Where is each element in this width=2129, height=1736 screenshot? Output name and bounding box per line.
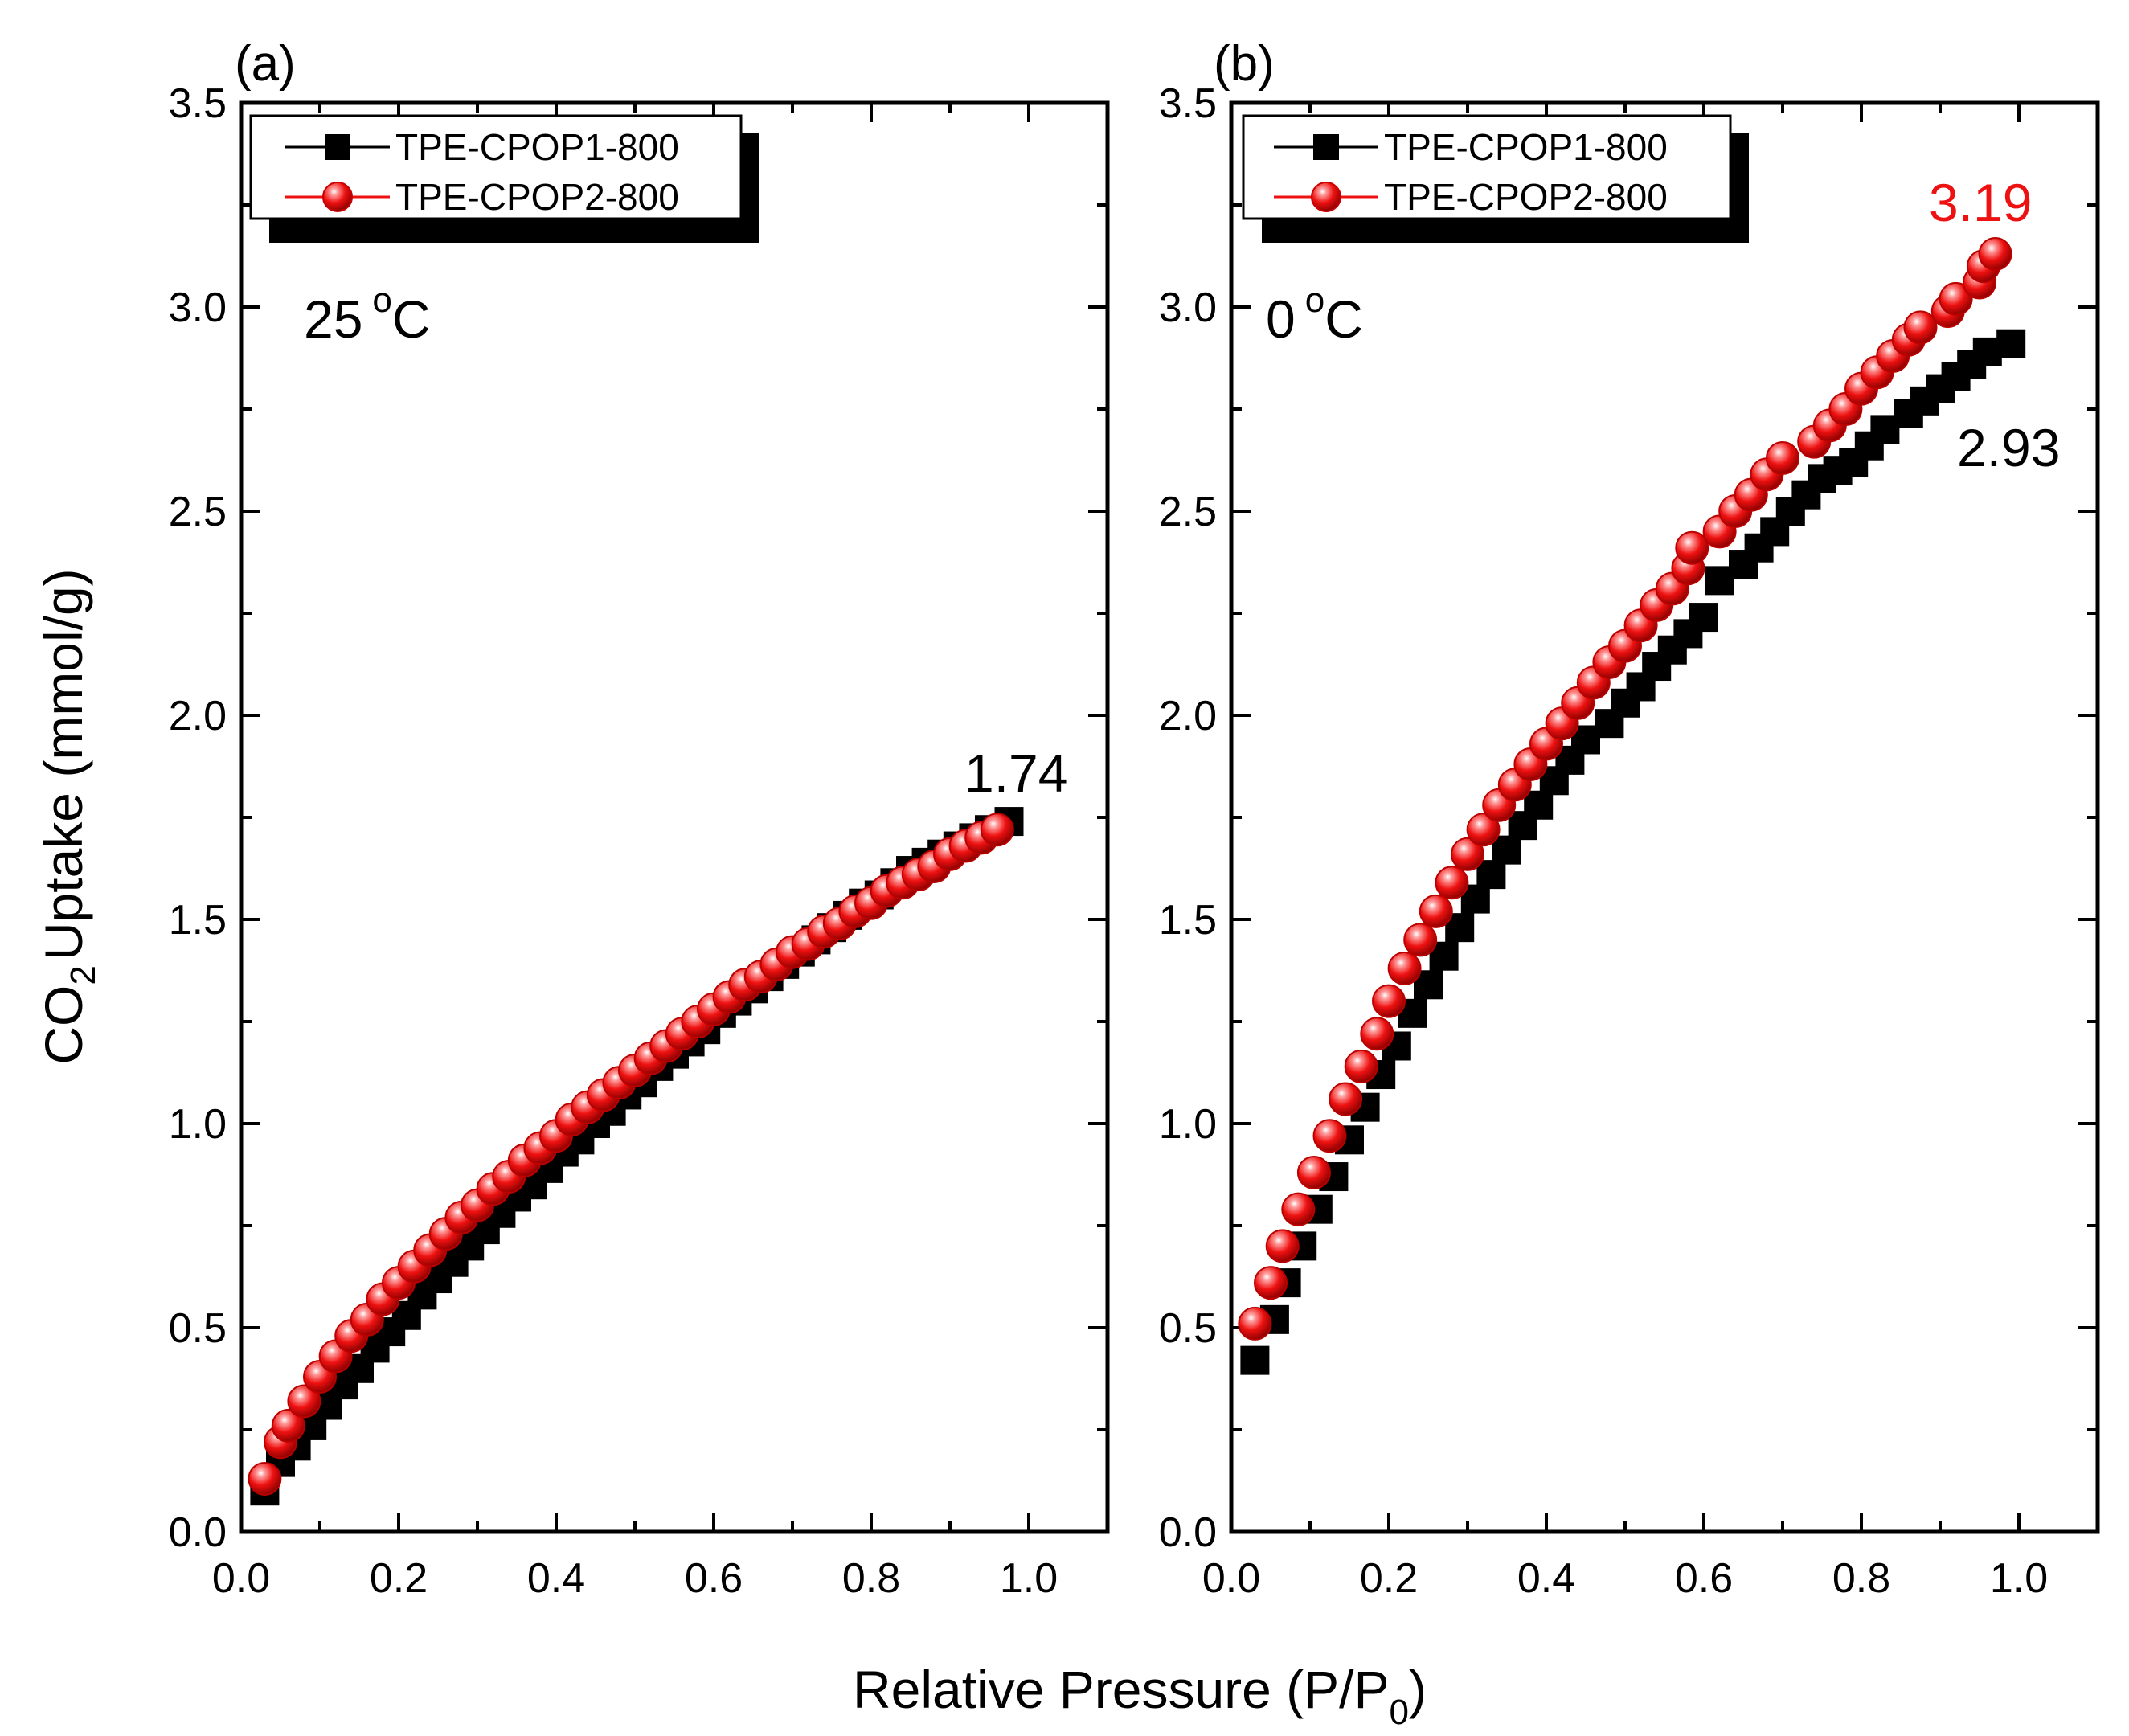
data-point-circle (1466, 813, 1501, 847)
panel-a-label: (a) (235, 36, 296, 92)
data-point-circle (1675, 530, 1709, 565)
y-tick-label: 0.5 (169, 1305, 227, 1352)
y-tick-label: 2.5 (169, 489, 227, 535)
data-point-square (1689, 603, 1718, 633)
data-point-square (1996, 329, 2026, 358)
panel-a-temp-value: 25 (304, 289, 362, 349)
data-point-square (1240, 1345, 1270, 1375)
data-point-circle (271, 1408, 305, 1443)
panel-a-annotation-1: 1.74 (964, 743, 1067, 803)
y-axis-title-main: CO (34, 985, 93, 1065)
data-point-circle (1903, 310, 1938, 345)
panel-b-annotation-1: 3.19 (1929, 173, 2032, 232)
panel-b-series-2 (1238, 236, 2012, 1341)
panel-b-ticks: 0.0 0.2 0.4 0.6 0.8 1.0 0.0 0.5 1.0 1.5 2.0 2.5 3.0 3… (1159, 80, 2099, 1602)
panel-a: 0.0 0.2 0.4 0.6 0.8 1.0 0.0 0.5 1.0 1.5 2.0 2.5 3.0 3… (169, 36, 1110, 1602)
y-tick-label: 2.0 (169, 693, 227, 739)
panel-b-series-1 (1240, 329, 2026, 1375)
y-axis-title: CO2 Uptake (mmol/g) (34, 568, 103, 1064)
y-axis-title-subscript: 2 (63, 965, 103, 985)
legend-marker-square (1313, 134, 1339, 160)
x-axis-title-main: Relative Pressure (P/P (853, 1660, 1390, 1719)
panel-a-series-2 (248, 813, 1014, 1496)
data-point-circle (1296, 1155, 1331, 1189)
x-tick-label: 0.4 (1517, 1555, 1575, 1602)
panel-b-temperature: 0 oC (1266, 280, 1363, 349)
panel-a-temp-degree: o (372, 280, 391, 320)
x-tick-label: 0.6 (685, 1555, 743, 1602)
panel-b-annotation-2: 2.93 (1957, 418, 2060, 477)
legend-marker-square (325, 134, 350, 160)
panel-b-label: (b) (1214, 36, 1275, 92)
x-tick-label: 0.8 (1832, 1555, 1890, 1602)
data-point-circle (1451, 837, 1484, 871)
x-tick-label: 0.6 (1675, 1555, 1733, 1602)
legend-marker-circle (322, 182, 353, 212)
data-point-circle (1387, 951, 1422, 985)
data-point-circle (1329, 1082, 1363, 1116)
legend-entry-1: TPE-CPOP1-800 (1384, 126, 1668, 168)
x-tick-label: 0.4 (527, 1555, 585, 1602)
y-axis-title-rest: Uptake (mmol/g) (34, 568, 93, 960)
data-point-circle (1265, 1229, 1300, 1263)
x-axis-title-subscript: 0 (1390, 1693, 1409, 1732)
panel-b-legend: TPE-CPOP1-800 TPE-CPOP2-800 (1242, 114, 1749, 243)
panel-b-temp-degree: o (1305, 280, 1324, 320)
data-point-circle (1939, 281, 1973, 316)
legend-entry-2: TPE-CPOP2-800 (1384, 176, 1668, 218)
y-tick-label: 3.0 (169, 285, 227, 331)
x-tick-label: 0.0 (212, 1555, 270, 1602)
y-tick-label: 3.0 (1159, 285, 1217, 331)
data-point-circle (1254, 1266, 1288, 1300)
x-tick-label: 0.2 (1360, 1555, 1418, 1602)
data-point-circle (980, 813, 1014, 847)
legend-entry-2: TPE-CPOP2-800 (395, 176, 679, 218)
y-tick-label: 1.0 (169, 1101, 227, 1148)
data-point-circle (1372, 984, 1406, 1018)
y-tick-label: 2.0 (1159, 693, 1217, 739)
legend-entry-1: TPE-CPOP1-800 (395, 126, 679, 168)
data-point-circle (1238, 1306, 1272, 1341)
panel-b-temp-unit: C (1324, 289, 1363, 349)
y-tick-label: 0.0 (169, 1509, 227, 1556)
data-point-square (1524, 790, 1554, 820)
data-point-circle (1766, 440, 1799, 475)
legend-marker-circle (1311, 182, 1341, 212)
x-tick-label: 0.2 (370, 1555, 428, 1602)
data-point-circle (1312, 1119, 1347, 1153)
y-tick-label: 1.5 (169, 897, 227, 944)
panel-a-ticks: 0.0 0.2 0.4 0.6 0.8 1.0 0.0 0.5 1.0 1.5 2.0 2.5 3.0 3… (169, 80, 1109, 1602)
data-point-circle (1360, 1017, 1394, 1051)
x-axis-title: Relative Pressure (P/P0) (853, 1660, 1427, 1732)
y-tick-label: 3.5 (1159, 80, 1217, 127)
y-tick-label: 2.5 (1159, 489, 1217, 535)
data-point-circle (1403, 923, 1438, 957)
y-tick-label: 3.5 (169, 80, 227, 127)
y-tick-label: 0.0 (1159, 1509, 1217, 1556)
data-point-square (1476, 860, 1506, 890)
panel-a-series-1 (250, 807, 1024, 1506)
data-point-circle (248, 1461, 282, 1496)
panel-b: 0.0 0.2 0.4 0.6 0.8 1.0 0.0 0.5 1.0 1.5 2.0 2.5 3.0 3… (1159, 36, 2100, 1602)
data-point-square (1492, 835, 1521, 865)
x-tick-label: 1.0 (1000, 1555, 1058, 1602)
x-tick-label: 1.0 (1990, 1555, 2048, 1602)
x-axis-title-close: ) (1409, 1660, 1427, 1719)
data-point-circle (1419, 894, 1453, 928)
y-tick-label: 1.5 (1159, 897, 1217, 944)
y-tick-label: 1.0 (1159, 1101, 1217, 1148)
x-tick-label: 0.8 (842, 1555, 900, 1602)
y-tick-label: 0.5 (1159, 1305, 1217, 1352)
data-point-circle (287, 1384, 321, 1419)
data-point-circle (1435, 866, 1469, 900)
x-tick-label: 0.0 (1202, 1555, 1260, 1602)
data-point-circle (1344, 1049, 1378, 1083)
data-point-circle (1281, 1192, 1316, 1226)
panel-b-temp-value: 0 (1266, 289, 1296, 349)
panel-a-legend: TPE-CPOP1-800 TPE-CPOP2-800 (249, 114, 759, 243)
panel-a-temperature: 25 oC (304, 280, 431, 349)
data-point-circle (1978, 236, 2012, 271)
panel-a-temp-unit: C (392, 289, 431, 349)
